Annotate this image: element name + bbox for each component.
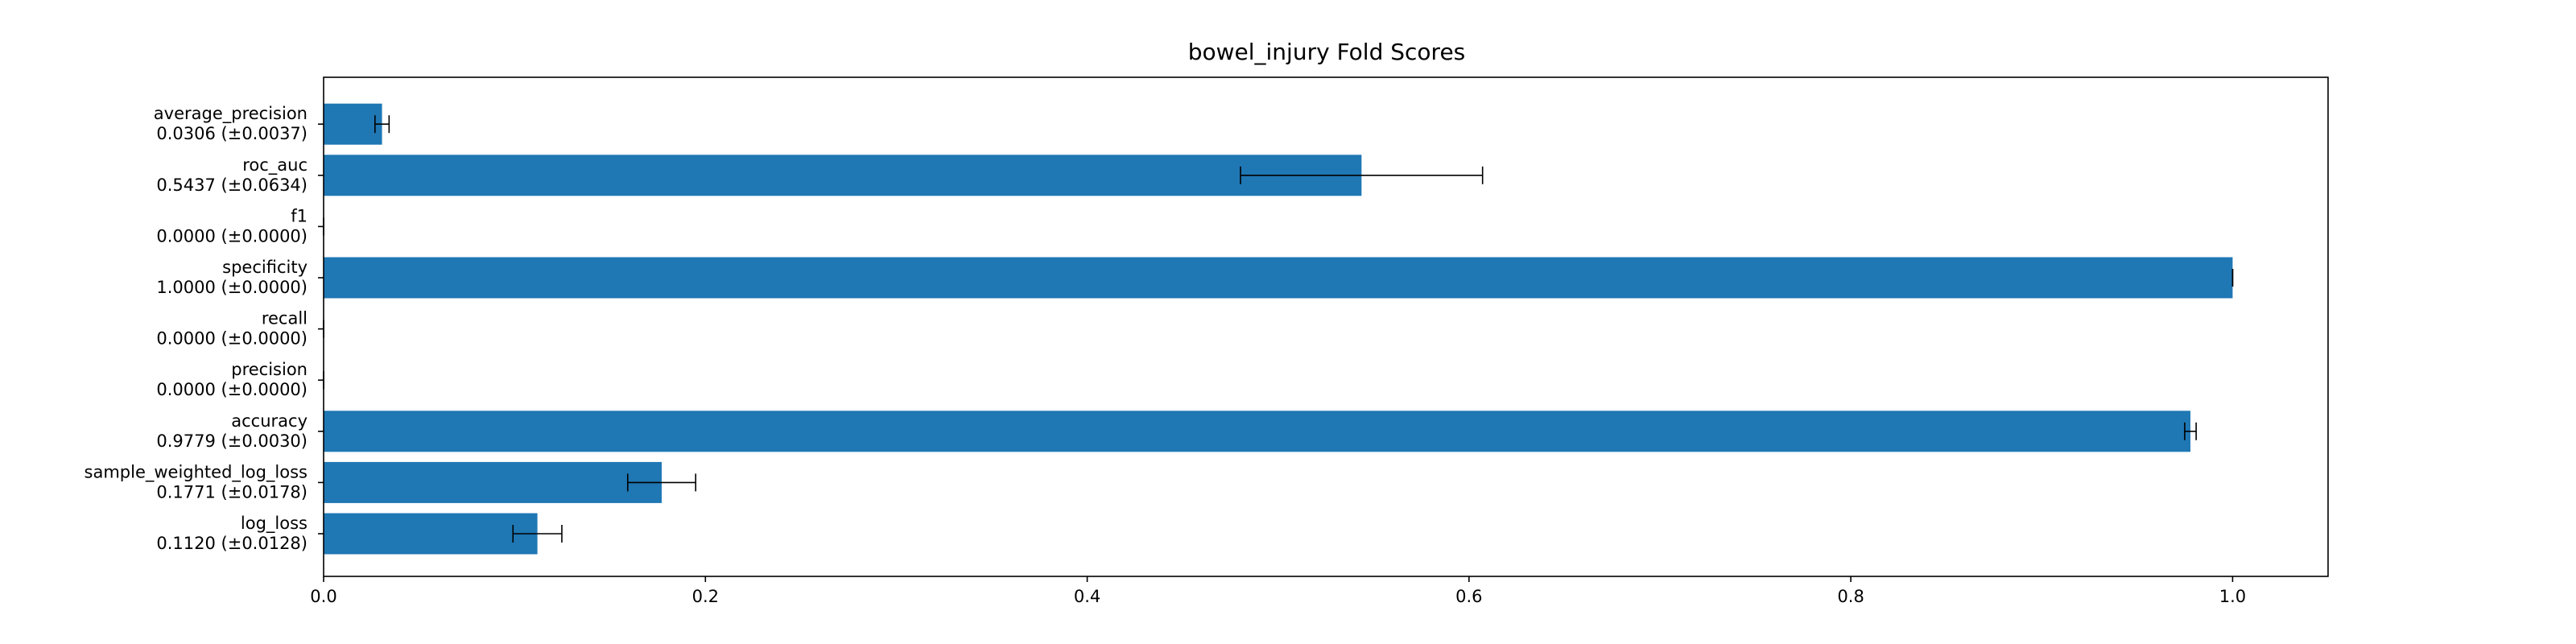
bar-accuracy [324,411,2191,452]
x-axis: 0.0 0.2 0.4 0.6 0.8 1.0 [310,576,2246,606]
x-tick-label: 0.6 [1455,587,1482,606]
bar-specificity [324,257,2233,299]
y-tick-label-name: average_precision [154,104,308,124]
x-tick-label: 1.0 [2219,587,2246,606]
x-tick-label: 0.2 [692,587,719,606]
y-tick-label-name: precision [231,360,308,379]
y-tick-label-value: 0.1771 (±0.0178) [156,482,308,502]
y-tick-label-value: 1.0000 (±0.0000) [156,278,308,297]
y-tick-label-name: f1 [291,206,308,225]
x-tick-label: 0.0 [310,587,336,606]
bar-sample_weighted_log_loss [324,461,662,503]
y-tick-label-value: 0.0000 (±0.0000) [156,329,308,349]
y-tick-label-name: accuracy [231,411,308,431]
y-tick-label-value: 0.1120 (±0.0128) [156,534,308,553]
y-tick-label-value: 0.5437 (±0.0634) [156,175,308,195]
y-tick-label-value: 0.0000 (±0.0000) [156,226,308,246]
y-tick-label-name: log_loss [241,514,308,534]
bars-layer [324,103,2233,555]
y-tick-label-name: roc_auc [242,155,308,175]
y-tick-label-value: 0.0306 (±0.0037) [156,124,308,143]
y-tick-label-name: specificity [222,258,308,277]
bar-roc_auc [324,155,1362,196]
plot-frame [323,76,2329,577]
x-tick-label: 0.8 [1837,587,1864,606]
y-tick-label-name: sample_weighted_log_loss [85,462,308,482]
chart-title: bowel_injury Fold Scores [1188,39,1466,65]
bar-average_precision [324,103,382,145]
y-tick-label-name: recall [262,309,308,328]
y-tick-label-value: 0.0000 (±0.0000) [156,380,308,399]
y-tick-label-value: 0.9779 (±0.0030) [156,431,308,451]
x-tick-label: 0.4 [1074,587,1100,606]
bar-log_loss [324,513,538,555]
